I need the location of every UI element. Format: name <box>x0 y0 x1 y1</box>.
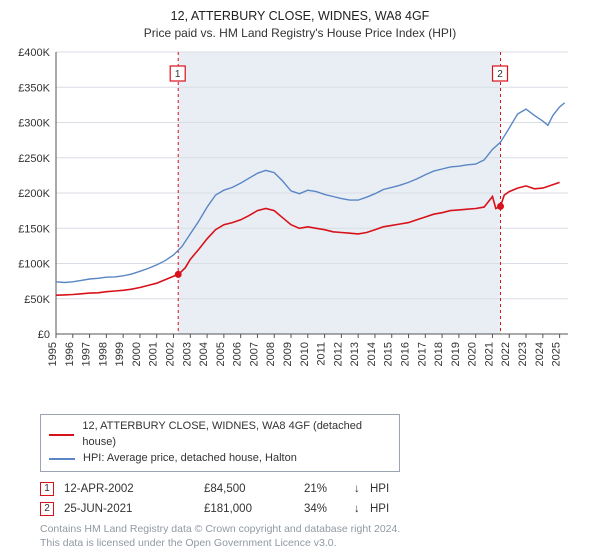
page-subtitle: Price paid vs. HM Land Registry's House … <box>12 26 588 40</box>
legend-label: HPI: Average price, detached house, Halt… <box>83 451 297 467</box>
tx-date: 12-APR-2002 <box>64 483 204 495</box>
tx-num-box: 1 <box>40 482 54 496</box>
copyright-line1: Contains HM Land Registry data © Crown c… <box>40 522 578 536</box>
transaction-row: 1 12-APR-2002£84,50021%↓HPI <box>40 482 578 496</box>
xtick-label: 2003 <box>181 342 193 366</box>
legend-swatch <box>49 434 74 436</box>
xtick-label: 2024 <box>534 342 546 366</box>
ytick-label: £300K <box>18 117 50 129</box>
xtick-label: 2000 <box>131 342 143 366</box>
xtick-label: 2022 <box>500 342 512 366</box>
xtick-label: 2012 <box>332 342 344 366</box>
xtick-label: 1996 <box>64 342 76 366</box>
tx-marker-num: 1 <box>175 69 181 80</box>
xtick-label: 1995 <box>47 342 59 366</box>
chart-area: £0 £50K £100K £150K £200K £250K £300K £350K £400… <box>12 46 588 472</box>
xtick-label: 2011 <box>316 342 328 366</box>
xtick-label: 2002 <box>165 342 177 366</box>
arrow-down-icon: ↓ <box>354 483 370 495</box>
xtick-label: 2007 <box>248 342 260 366</box>
xtick-label: 2001 <box>148 342 160 366</box>
tx-suffix: HPI <box>370 483 389 495</box>
line-chart: £0 £50K £100K £150K £200K £250K £300K £350K £400… <box>12 46 572 376</box>
legend-box: 12, ATTERBURY CLOSE, WIDNES, WA8 4GF (de… <box>40 414 400 472</box>
ytick-label: £100K <box>18 258 50 270</box>
xtick-label: 2017 <box>416 342 428 366</box>
ytick-label: £0 <box>38 329 50 341</box>
ytick-label: £150K <box>18 223 50 235</box>
xtick-label: 2005 <box>215 342 227 366</box>
xtick-label: 2006 <box>232 342 244 366</box>
tx-price: £84,500 <box>204 483 304 495</box>
tx-num-box: 2 <box>40 502 54 516</box>
tx-price: £181,000 <box>204 503 304 515</box>
page-title: 12, ATTERBURY CLOSE, WIDNES, WA8 4GF <box>12 8 588 25</box>
xtick-label: 2018 <box>433 342 445 366</box>
xtick-label: 2009 <box>282 342 294 366</box>
transactions-block: 1 12-APR-2002£84,50021%↓HPI 2 25-JUN-2021£1… <box>12 482 588 516</box>
xtick-label: 1997 <box>81 342 93 366</box>
ytick-label: £400K <box>18 47 50 59</box>
xtick-label: 1998 <box>97 342 109 366</box>
xtick-label: 2025 <box>551 342 563 366</box>
xtick-label: 2020 <box>467 342 479 366</box>
xtick-label: 2010 <box>299 342 311 366</box>
xtick-label: 2015 <box>383 342 395 366</box>
tx-pct: 34% <box>304 503 354 515</box>
xtick-label: 2016 <box>400 342 412 366</box>
tx-marker-num: 2 <box>497 69 503 80</box>
xtick-label: 1999 <box>114 342 126 366</box>
legend-label: 12, ATTERBURY CLOSE, WIDNES, WA8 4GF (de… <box>82 419 391 451</box>
xtick-label: 2023 <box>517 342 529 366</box>
transaction-row: 2 25-JUN-2021£181,00034%↓HPI <box>40 502 578 516</box>
tx-date: 25-JUN-2021 <box>64 503 204 515</box>
ytick-label: £200K <box>18 188 50 200</box>
legend-item: HPI: Average price, detached house, Halt… <box>49 451 391 467</box>
xtick-label: 2021 <box>483 342 495 366</box>
xtick-label: 2013 <box>349 342 361 366</box>
xtick-label: 2014 <box>366 342 378 366</box>
copyright-line2: This data is licensed under the Open Gov… <box>40 536 578 550</box>
copyright-block: Contains HM Land Registry data © Crown c… <box>12 522 588 550</box>
xtick-label: 2004 <box>198 342 210 366</box>
ytick-label: £350K <box>18 82 50 94</box>
xtick-label: 2019 <box>450 342 462 366</box>
legend-swatch <box>49 458 75 460</box>
tx-pct: 21% <box>304 483 354 495</box>
ytick-label: £250K <box>18 153 50 165</box>
arrow-down-icon: ↓ <box>354 503 370 515</box>
legend-item: 12, ATTERBURY CLOSE, WIDNES, WA8 4GF (de… <box>49 419 391 451</box>
tx-suffix: HPI <box>370 503 389 515</box>
xtick-label: 2008 <box>265 342 277 366</box>
ytick-label: £50K <box>24 294 50 306</box>
